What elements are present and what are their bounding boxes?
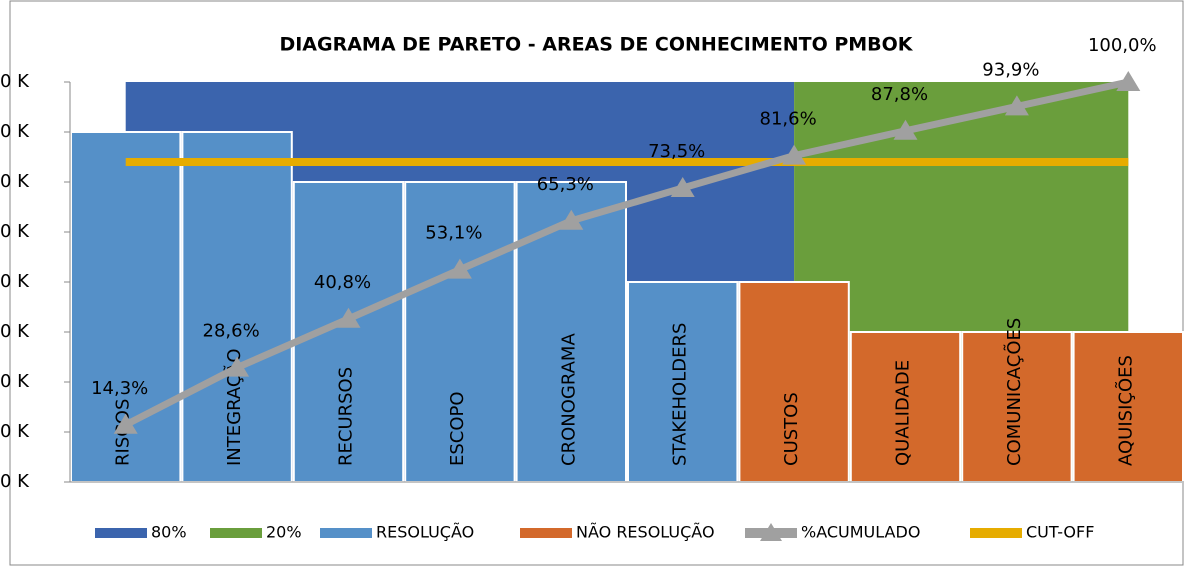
x-tick-label: INTEGRAÇÃO	[223, 348, 245, 466]
marker	[113, 413, 138, 434]
x-tick-label: AQUISIÇÕES	[1114, 355, 1136, 466]
marker	[670, 177, 695, 197]
bar	[849, 331, 962, 483]
x-tick-label: ESCOPO	[447, 391, 468, 466]
y-tick-label: 0 K	[0, 121, 30, 142]
legend-swatch	[520, 528, 572, 538]
marker	[893, 119, 918, 140]
legend-label: RESOLUÇÃO	[376, 523, 474, 542]
data-label: 14,3%	[91, 378, 148, 399]
y-tick-label: 0 K	[0, 71, 30, 92]
data-label: 87,8%	[871, 84, 928, 105]
marker	[1116, 71, 1141, 91]
marker	[782, 144, 807, 165]
y-tick-label: 0 K	[0, 321, 30, 342]
data-label: 73,5%	[648, 141, 705, 162]
legend-item: 80%	[95, 523, 187, 542]
legend-swatch	[970, 528, 1022, 538]
legend-item: %ACUMULADO	[745, 523, 920, 542]
bar	[181, 131, 293, 483]
line	[124, 78, 1130, 428]
marker	[225, 356, 250, 377]
legend-label: NÃO RESOLUÇÃO	[576, 523, 715, 542]
x-tick-label: STAKEHOLDERS	[670, 323, 691, 466]
data-label: 93,9%	[982, 59, 1039, 80]
data-label: 40,8%	[314, 272, 371, 293]
x-tick-label: COMUNICAÇÕES	[1003, 318, 1025, 466]
x-tick-label: RECURSOS	[336, 367, 357, 466]
legend-item: NÃO RESOLUÇÃO	[520, 523, 715, 542]
data-label: 100,0%	[1088, 35, 1157, 56]
data-label: 28,6%	[203, 321, 260, 342]
y-tick-label: 0 K	[0, 271, 30, 292]
bar	[515, 181, 627, 483]
legend-label: %ACUMULADO	[801, 523, 920, 542]
legend-item: RESOLUÇÃO	[320, 523, 474, 542]
x-tick-label: CUSTOS	[781, 392, 802, 466]
marker	[1004, 95, 1029, 116]
legend-swatch	[95, 528, 147, 538]
legend-label: 20%	[266, 523, 302, 542]
y-tick-label: 0 K	[0, 221, 30, 242]
legend-marker	[760, 523, 782, 541]
legend-swatch	[320, 528, 372, 538]
marker	[559, 209, 584, 230]
x-tick-label: CRONOGRAMA	[558, 333, 579, 466]
legend-item: 20%	[210, 523, 302, 542]
legend-swatch	[210, 528, 262, 538]
marker	[447, 258, 472, 279]
y-tick-label: 0 K	[0, 471, 30, 492]
chart-title: DIAGRAMA DE PARETO - AREAS DE CONHECIMEN…	[279, 34, 913, 56]
legend-label: CUT-OFF	[1026, 523, 1094, 542]
legend-label: 80%	[151, 523, 187, 542]
bar	[1072, 331, 1184, 483]
data-label: 53,1%	[425, 223, 482, 244]
legend-item: CUT-OFF	[970, 523, 1094, 542]
bar	[961, 331, 1073, 483]
y-tick-label: 0 K	[0, 371, 30, 392]
x-tick-label: QUALIDADE	[893, 360, 914, 466]
bar	[404, 181, 516, 483]
marker	[336, 307, 361, 328]
y-tick-label: 0 K	[0, 421, 30, 442]
data-label: 81,6%	[760, 109, 817, 130]
data-label: 65,3%	[537, 174, 594, 195]
y-tick-label: 0 K	[0, 171, 30, 192]
